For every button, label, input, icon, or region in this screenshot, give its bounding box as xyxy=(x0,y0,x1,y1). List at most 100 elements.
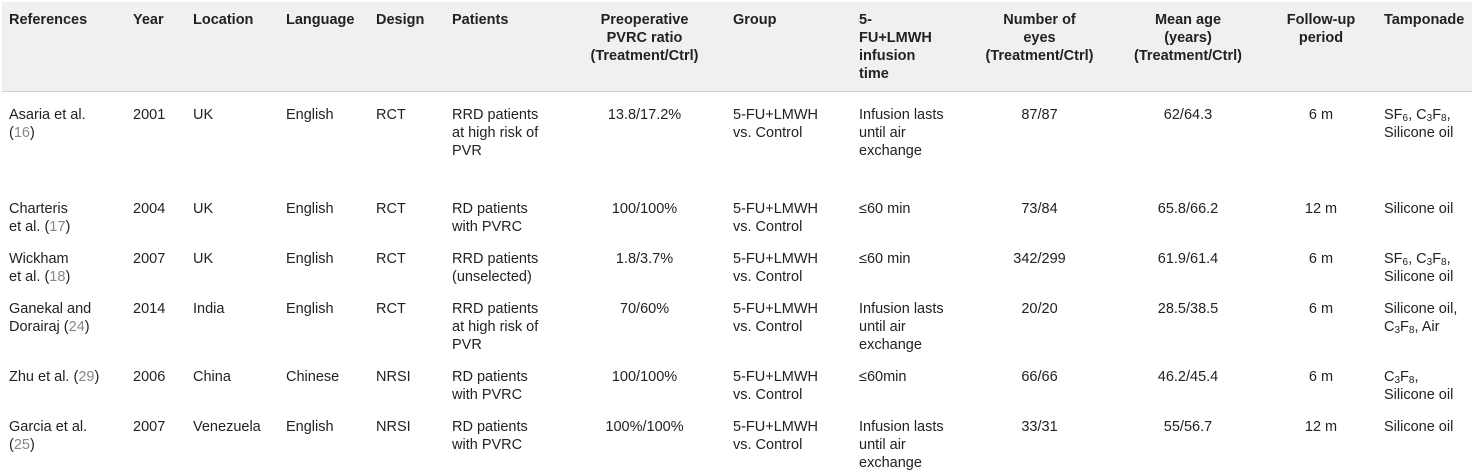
cell-patients: RRD patients (unselected) xyxy=(445,236,564,286)
cell-pvrc-ratio: 100/100% xyxy=(564,186,726,236)
cell-design: RCT xyxy=(369,92,445,186)
cell-design-text: NRSI xyxy=(376,368,411,385)
citation-link[interactable]: 24 xyxy=(68,318,85,335)
cell-mean-age: 65.8/66.2 xyxy=(1111,186,1266,236)
cell-patients-text: PVR xyxy=(452,143,482,159)
cell-number-of-eyes: 20/20 xyxy=(969,286,1111,354)
citation-link[interactable]: 17 xyxy=(49,218,66,235)
cell-location-text: China xyxy=(193,368,231,385)
cell-follow-up: 6 m xyxy=(1266,92,1377,186)
header-number-of-eyes: Number of eyes (Treatment/Ctrl) xyxy=(969,2,1111,92)
cell-design-text: RCT xyxy=(376,200,406,217)
cell-number-of-eyes-text: 87/87 xyxy=(1021,107,1058,123)
cell-patients-text: with PVRC xyxy=(452,386,523,403)
cell-number-of-eyes: 66/66 xyxy=(969,354,1111,404)
cell-patients-text: with PVRC xyxy=(452,218,523,235)
cell-pvrc-ratio: 100%/100% xyxy=(564,404,726,472)
cell-tamponade: SF6, C3F8, Silicone oil xyxy=(1377,92,1472,186)
cell-location: UK xyxy=(186,236,279,286)
cell-patients-text: at high risk of xyxy=(452,318,539,335)
cell-infusion-time-text: ≤60 min xyxy=(859,200,911,217)
cell-mean-age: 28.5/38.5 xyxy=(1111,286,1266,354)
cell-design: NRSI xyxy=(369,354,445,404)
cell-location: Venezuela xyxy=(186,404,279,472)
cell-year-text: 2004 xyxy=(133,200,166,217)
cell-patients-text: RD patients xyxy=(452,418,528,435)
cell-location: China xyxy=(186,354,279,404)
header-infusion-time: 5- FU+LMWH infusion time xyxy=(852,2,969,92)
cell-patients-text: RD patients xyxy=(452,368,528,385)
citation-link[interactable]: 25 xyxy=(13,436,30,453)
cell-mean-age-text: 55/56.7 xyxy=(1163,418,1213,435)
tamponade-text: Silicone oil xyxy=(1384,268,1454,285)
cell-location: UK xyxy=(186,186,279,236)
cell-infusion-time-text: until air xyxy=(859,125,906,141)
cell-group-text: vs. Control xyxy=(733,436,803,453)
table-row: Zhu et al. (29) 2006 China Chinese NRSI RD pa… xyxy=(2,354,1472,404)
reference-line: et al. (18) xyxy=(9,268,118,286)
cell-group: 5-FU+LMWH vs. Control xyxy=(726,354,852,404)
cell-tamponade: C3F8, Silicone oil xyxy=(1377,354,1472,404)
cell-number-of-eyes-text: 342/299 xyxy=(1013,250,1066,267)
cell-tamponade: SF6, C3F8, Silicone oil xyxy=(1377,236,1472,286)
cell-language-text: Chinese xyxy=(286,368,340,385)
cell-patients-text: PVR xyxy=(452,336,482,353)
citation-link[interactable]: 29 xyxy=(78,368,95,385)
cell-group: 5-FU+LMWH vs. Control xyxy=(726,236,852,286)
cell-mean-age-text: 61.9/61.4 xyxy=(1157,250,1219,267)
reference-line: Asaria et al. xyxy=(9,106,118,124)
cell-language-text: English xyxy=(286,250,334,267)
cell-language: Chinese xyxy=(279,354,369,404)
cell-group-text: 5-FU+LMWH xyxy=(733,418,818,435)
cell-reference: Zhu et al. (29) xyxy=(2,354,126,404)
cell-location-text: UK xyxy=(193,200,214,217)
cell-infusion-time: ≤60min xyxy=(852,354,969,404)
cell-infusion-time-text: until air xyxy=(859,318,906,335)
cell-design: NRSI xyxy=(369,404,445,472)
cell-pvrc-ratio-text: 1.8/3.7% xyxy=(615,250,674,267)
cell-group-text: vs. Control xyxy=(733,125,803,141)
cell-infusion-time-text: until air xyxy=(859,436,906,453)
reference-line: Ganekal and xyxy=(9,300,118,318)
cell-reference: Charteris et al. (17) xyxy=(2,186,126,236)
header-references: References xyxy=(2,2,126,92)
cell-year: 2001 xyxy=(126,92,186,186)
cell-number-of-eyes: 87/87 xyxy=(969,92,1111,186)
cell-mean-age: 62/64.3 xyxy=(1111,92,1266,186)
reference-close: ) xyxy=(94,368,100,385)
reference-close: ) xyxy=(65,218,71,235)
tamponade-text: C3F8, xyxy=(1384,368,1419,386)
cell-year-text: 2001 xyxy=(133,107,166,123)
cell-year: 2004 xyxy=(126,186,186,236)
citation-link[interactable]: 18 xyxy=(49,268,66,285)
tamponade-text: Silicone oil xyxy=(1384,125,1454,141)
cell-location: India xyxy=(186,286,279,354)
cell-number-of-eyes-text: 73/84 xyxy=(1021,200,1058,217)
header-pvrc-ratio: Preoperative PVRC ratio (Treatment/Ctrl) xyxy=(564,2,726,92)
reference-line: (25) xyxy=(9,436,118,454)
cell-group-text: vs. Control xyxy=(733,268,803,285)
tamponade-text: Silicone oil xyxy=(1384,386,1454,403)
cell-design-text: RCT xyxy=(376,107,406,123)
cell-follow-up: 12 m xyxy=(1266,186,1377,236)
cell-group-text: vs. Control xyxy=(733,386,803,403)
cell-mean-age: 55/56.7 xyxy=(1111,404,1266,472)
cell-design: RCT xyxy=(369,186,445,236)
cell-pvrc-ratio: 13.8/17.2% xyxy=(564,92,726,186)
reference-line: Wickham xyxy=(9,250,118,268)
cell-patients: RRD patients at high risk of PVR xyxy=(445,286,564,354)
cell-number-of-eyes-text: 66/66 xyxy=(1021,368,1058,385)
cell-infusion-time: Infusion lasts until air exchange xyxy=(852,286,969,354)
citation-link[interactable]: 16 xyxy=(13,125,30,141)
reference-text: Zhu et al. ( xyxy=(9,368,79,385)
tamponade-text: SF6, C3F8, xyxy=(1384,107,1451,124)
cell-year-text: 2007 xyxy=(133,250,166,267)
cell-year: 2007 xyxy=(126,404,186,472)
cell-language-text: English xyxy=(286,107,334,123)
header-group: Group xyxy=(726,2,852,92)
cell-mean-age-text: 46.2/45.4 xyxy=(1157,368,1219,385)
cell-mean-age-text: 28.5/38.5 xyxy=(1157,300,1219,317)
cell-location: UK xyxy=(186,92,279,186)
